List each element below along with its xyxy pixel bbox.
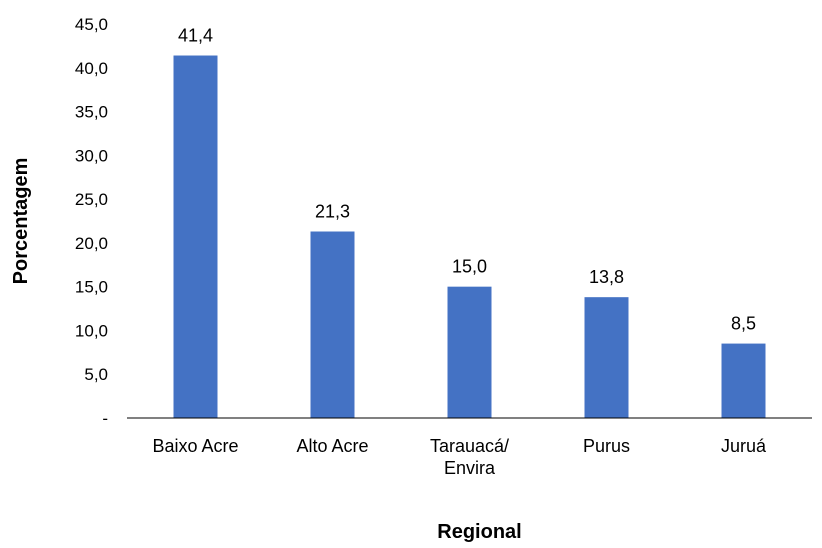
y-axis-title: Porcentagem bbox=[10, 158, 32, 285]
y-tick-label: 40,0 bbox=[75, 59, 108, 78]
category-labels: Baixo Acre Alto Acre Tarauacá/Envira Purus J… bbox=[152, 436, 767, 478]
value-labels: 41,4 21,3 15,0 13,8 8,5 bbox=[178, 26, 756, 334]
y-tick-label: 20,0 bbox=[75, 234, 108, 253]
y-tick-label: 30,0 bbox=[75, 146, 108, 165]
bar bbox=[584, 297, 629, 418]
x-tick-label: Envira bbox=[444, 458, 496, 478]
x-tick-label: Tarauacá/ bbox=[430, 436, 509, 456]
x-tick-label: Purus bbox=[583, 436, 630, 456]
x-tick-label: Baixo Acre bbox=[152, 436, 238, 456]
y-tick-label: 5,0 bbox=[84, 365, 108, 384]
bar bbox=[721, 343, 766, 418]
bar bbox=[447, 286, 492, 418]
data-label: 41,4 bbox=[178, 26, 213, 46]
y-tick-label: 10,0 bbox=[75, 321, 108, 340]
data-label: 15,0 bbox=[452, 257, 487, 277]
y-tick-label: 35,0 bbox=[75, 103, 108, 122]
y-tick-label: 45,0 bbox=[75, 15, 108, 34]
bar bbox=[310, 231, 355, 418]
x-axis-title: Regional bbox=[437, 521, 521, 543]
data-label: 21,3 bbox=[315, 202, 350, 222]
y-tick-label: 15,0 bbox=[75, 278, 108, 297]
y-axis-ticks: - 5,0 10,0 15,0 20,0 25,0 30,0 35,0 40,0 45,0 bbox=[75, 15, 108, 428]
y-tick-label: - bbox=[102, 409, 108, 428]
data-label: 13,8 bbox=[589, 267, 624, 287]
x-tick-label: Juruá bbox=[721, 436, 767, 456]
x-tick-label: Alto Acre bbox=[296, 436, 368, 456]
bar bbox=[173, 55, 218, 419]
y-tick-label: 25,0 bbox=[75, 190, 108, 209]
data-label: 8,5 bbox=[731, 314, 756, 334]
bars bbox=[173, 55, 766, 419]
